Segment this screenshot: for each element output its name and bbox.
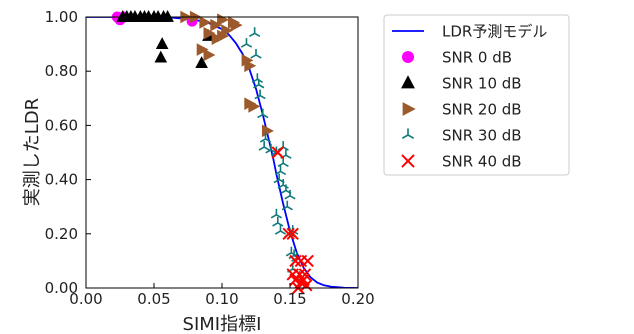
series-4 xyxy=(271,146,314,295)
data-point xyxy=(154,50,168,63)
legend-item: SNR 20 dB xyxy=(402,101,522,119)
data-point xyxy=(281,200,293,211)
data-point xyxy=(259,132,272,143)
data-point xyxy=(300,279,313,292)
data-point xyxy=(221,24,234,37)
x-tick-label: 0.10 xyxy=(205,290,238,308)
data-point xyxy=(230,18,243,32)
data-point xyxy=(195,56,208,68)
data-point xyxy=(251,73,263,84)
data-point xyxy=(203,48,216,62)
legend-label: SNR 30 dB xyxy=(442,127,522,145)
y-tick-label: 0.80 xyxy=(45,62,78,80)
x-tick-label: 0.15 xyxy=(273,290,306,308)
y-tick-label: 0.40 xyxy=(45,171,78,189)
x-tick-label: 0.20 xyxy=(341,290,374,308)
data-point xyxy=(286,227,299,241)
legend-swatch xyxy=(401,75,415,89)
data-point xyxy=(253,78,265,89)
data-point xyxy=(199,16,212,29)
legend: LDR予測モデル SNR 0 dB SNR 10 dB SNR 20 dB SNR 30… xyxy=(383,14,570,176)
data-point xyxy=(155,37,169,49)
y-tick-label: 0.60 xyxy=(45,116,78,134)
data-point xyxy=(301,254,314,268)
data-point xyxy=(282,227,295,241)
legend-label: SNR 20 dB xyxy=(442,101,522,119)
x-tick-label: 0.05 xyxy=(137,290,170,308)
data-point xyxy=(274,165,287,176)
legend-label: LDR予測モデル xyxy=(442,23,547,41)
legend-item: SNR 30 dB xyxy=(401,127,522,145)
data-point xyxy=(196,43,209,56)
legend-swatch xyxy=(401,50,415,64)
data-point xyxy=(161,10,174,22)
legend-label: SNR 40 dB xyxy=(442,153,522,171)
plot-frame xyxy=(85,16,359,289)
legend-swatch xyxy=(401,154,415,168)
data-point xyxy=(277,157,289,168)
y-tick-label: 0.20 xyxy=(45,225,78,243)
data-point xyxy=(217,29,229,43)
data-point xyxy=(244,59,257,73)
data-point xyxy=(257,108,269,119)
data-point xyxy=(250,48,262,59)
data-point xyxy=(284,189,296,200)
legend-frame xyxy=(383,14,570,176)
data-point xyxy=(210,18,223,32)
data-point xyxy=(277,141,289,151)
data-point xyxy=(274,225,287,235)
data-point xyxy=(289,254,302,268)
legend-item: SNR 10 dB xyxy=(401,75,522,93)
model-curve xyxy=(86,17,358,288)
legend-swatch xyxy=(401,128,415,139)
data-point xyxy=(248,100,261,113)
data-point xyxy=(270,208,283,219)
series-1 xyxy=(116,10,215,68)
data-point xyxy=(217,13,229,27)
x-tick-label: 0.00 xyxy=(69,290,102,308)
data-point xyxy=(249,27,261,37)
data-point xyxy=(203,26,216,40)
legend-item: SNR 40 dB xyxy=(401,153,522,171)
data-point xyxy=(258,141,270,151)
legend-label: SNR 0 dB xyxy=(442,49,512,67)
legend-swatch xyxy=(402,102,416,116)
data-point xyxy=(254,89,266,100)
data-point xyxy=(272,216,284,227)
data-point xyxy=(240,38,253,48)
legend-item: LDR予測モデル xyxy=(392,23,547,41)
series-2 xyxy=(180,10,274,138)
y-tick-label: 0.00 xyxy=(45,279,78,297)
legend-label: SNR 10 dB xyxy=(442,75,522,93)
x-axis-label: SIMI指標I xyxy=(183,314,262,334)
y-tick-label: 1.00 xyxy=(45,8,78,26)
y-axis-label: 実測したLDR xyxy=(22,98,43,206)
legend-item: SNR 0 dB xyxy=(401,49,512,67)
data-point xyxy=(271,146,284,159)
